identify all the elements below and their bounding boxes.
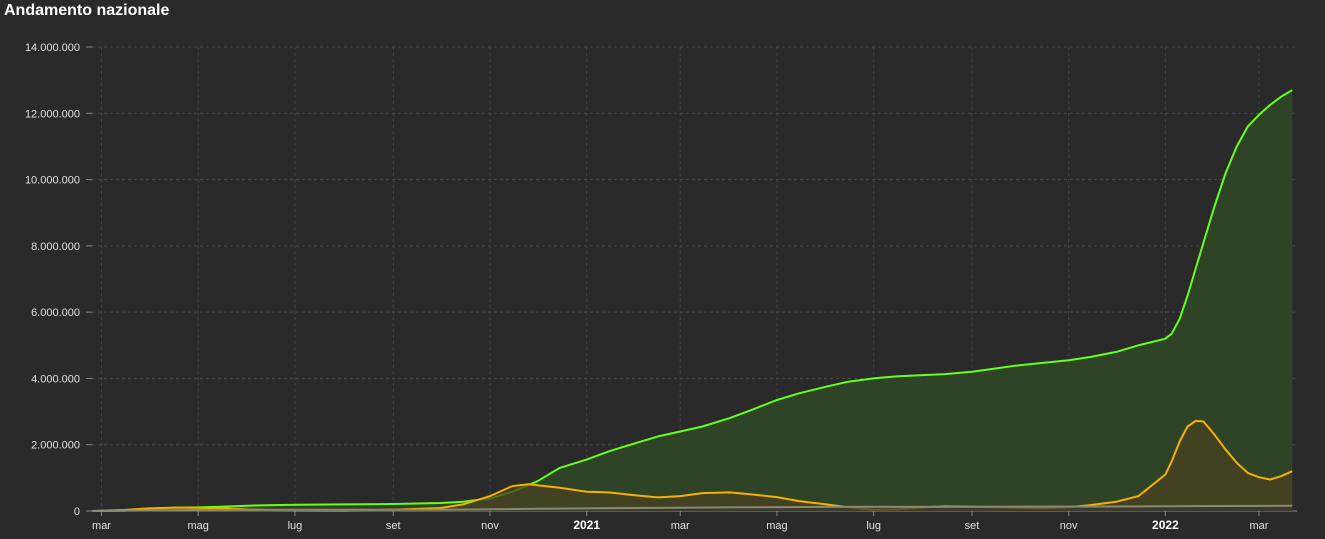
- x-tick-label: nov: [1060, 520, 1078, 532]
- y-tick-label: 2.000.000: [31, 440, 80, 452]
- x-tick-label: set: [965, 520, 980, 532]
- x-tick-label: mar: [1249, 520, 1268, 532]
- x-tick-label: 2022: [1152, 518, 1179, 532]
- x-tick-label: lug: [866, 520, 881, 532]
- x-tick-label: mag: [766, 520, 787, 532]
- series-1-line: [91, 89, 1293, 512]
- y-tick-label: 0: [74, 506, 80, 518]
- x-tick-label: mar: [671, 520, 690, 532]
- x-tick-label: mag: [188, 520, 209, 532]
- x-tick-label: mar: [92, 520, 111, 532]
- series-2-area: [92, 420, 1293, 511]
- y-tick-label: 12.000.000: [25, 108, 80, 120]
- chart-title: Andamento nazionale: [4, 2, 170, 19]
- y-tick-label: 10.000.000: [25, 175, 80, 187]
- y-tick-label: 14.000.000: [25, 42, 80, 54]
- series-1-area: [92, 90, 1293, 511]
- x-tick-label: 2021: [573, 518, 600, 532]
- series-3-line: [91, 504, 1293, 512]
- x-tick-label: nov: [481, 520, 499, 532]
- y-tick-label: 8.000.000: [31, 241, 80, 253]
- y-tick-label: 6.000.000: [31, 307, 80, 319]
- x-tick-label: lug: [288, 520, 303, 532]
- y-tick-label: 4.000.000: [31, 373, 80, 385]
- x-tick-label: set: [386, 520, 401, 532]
